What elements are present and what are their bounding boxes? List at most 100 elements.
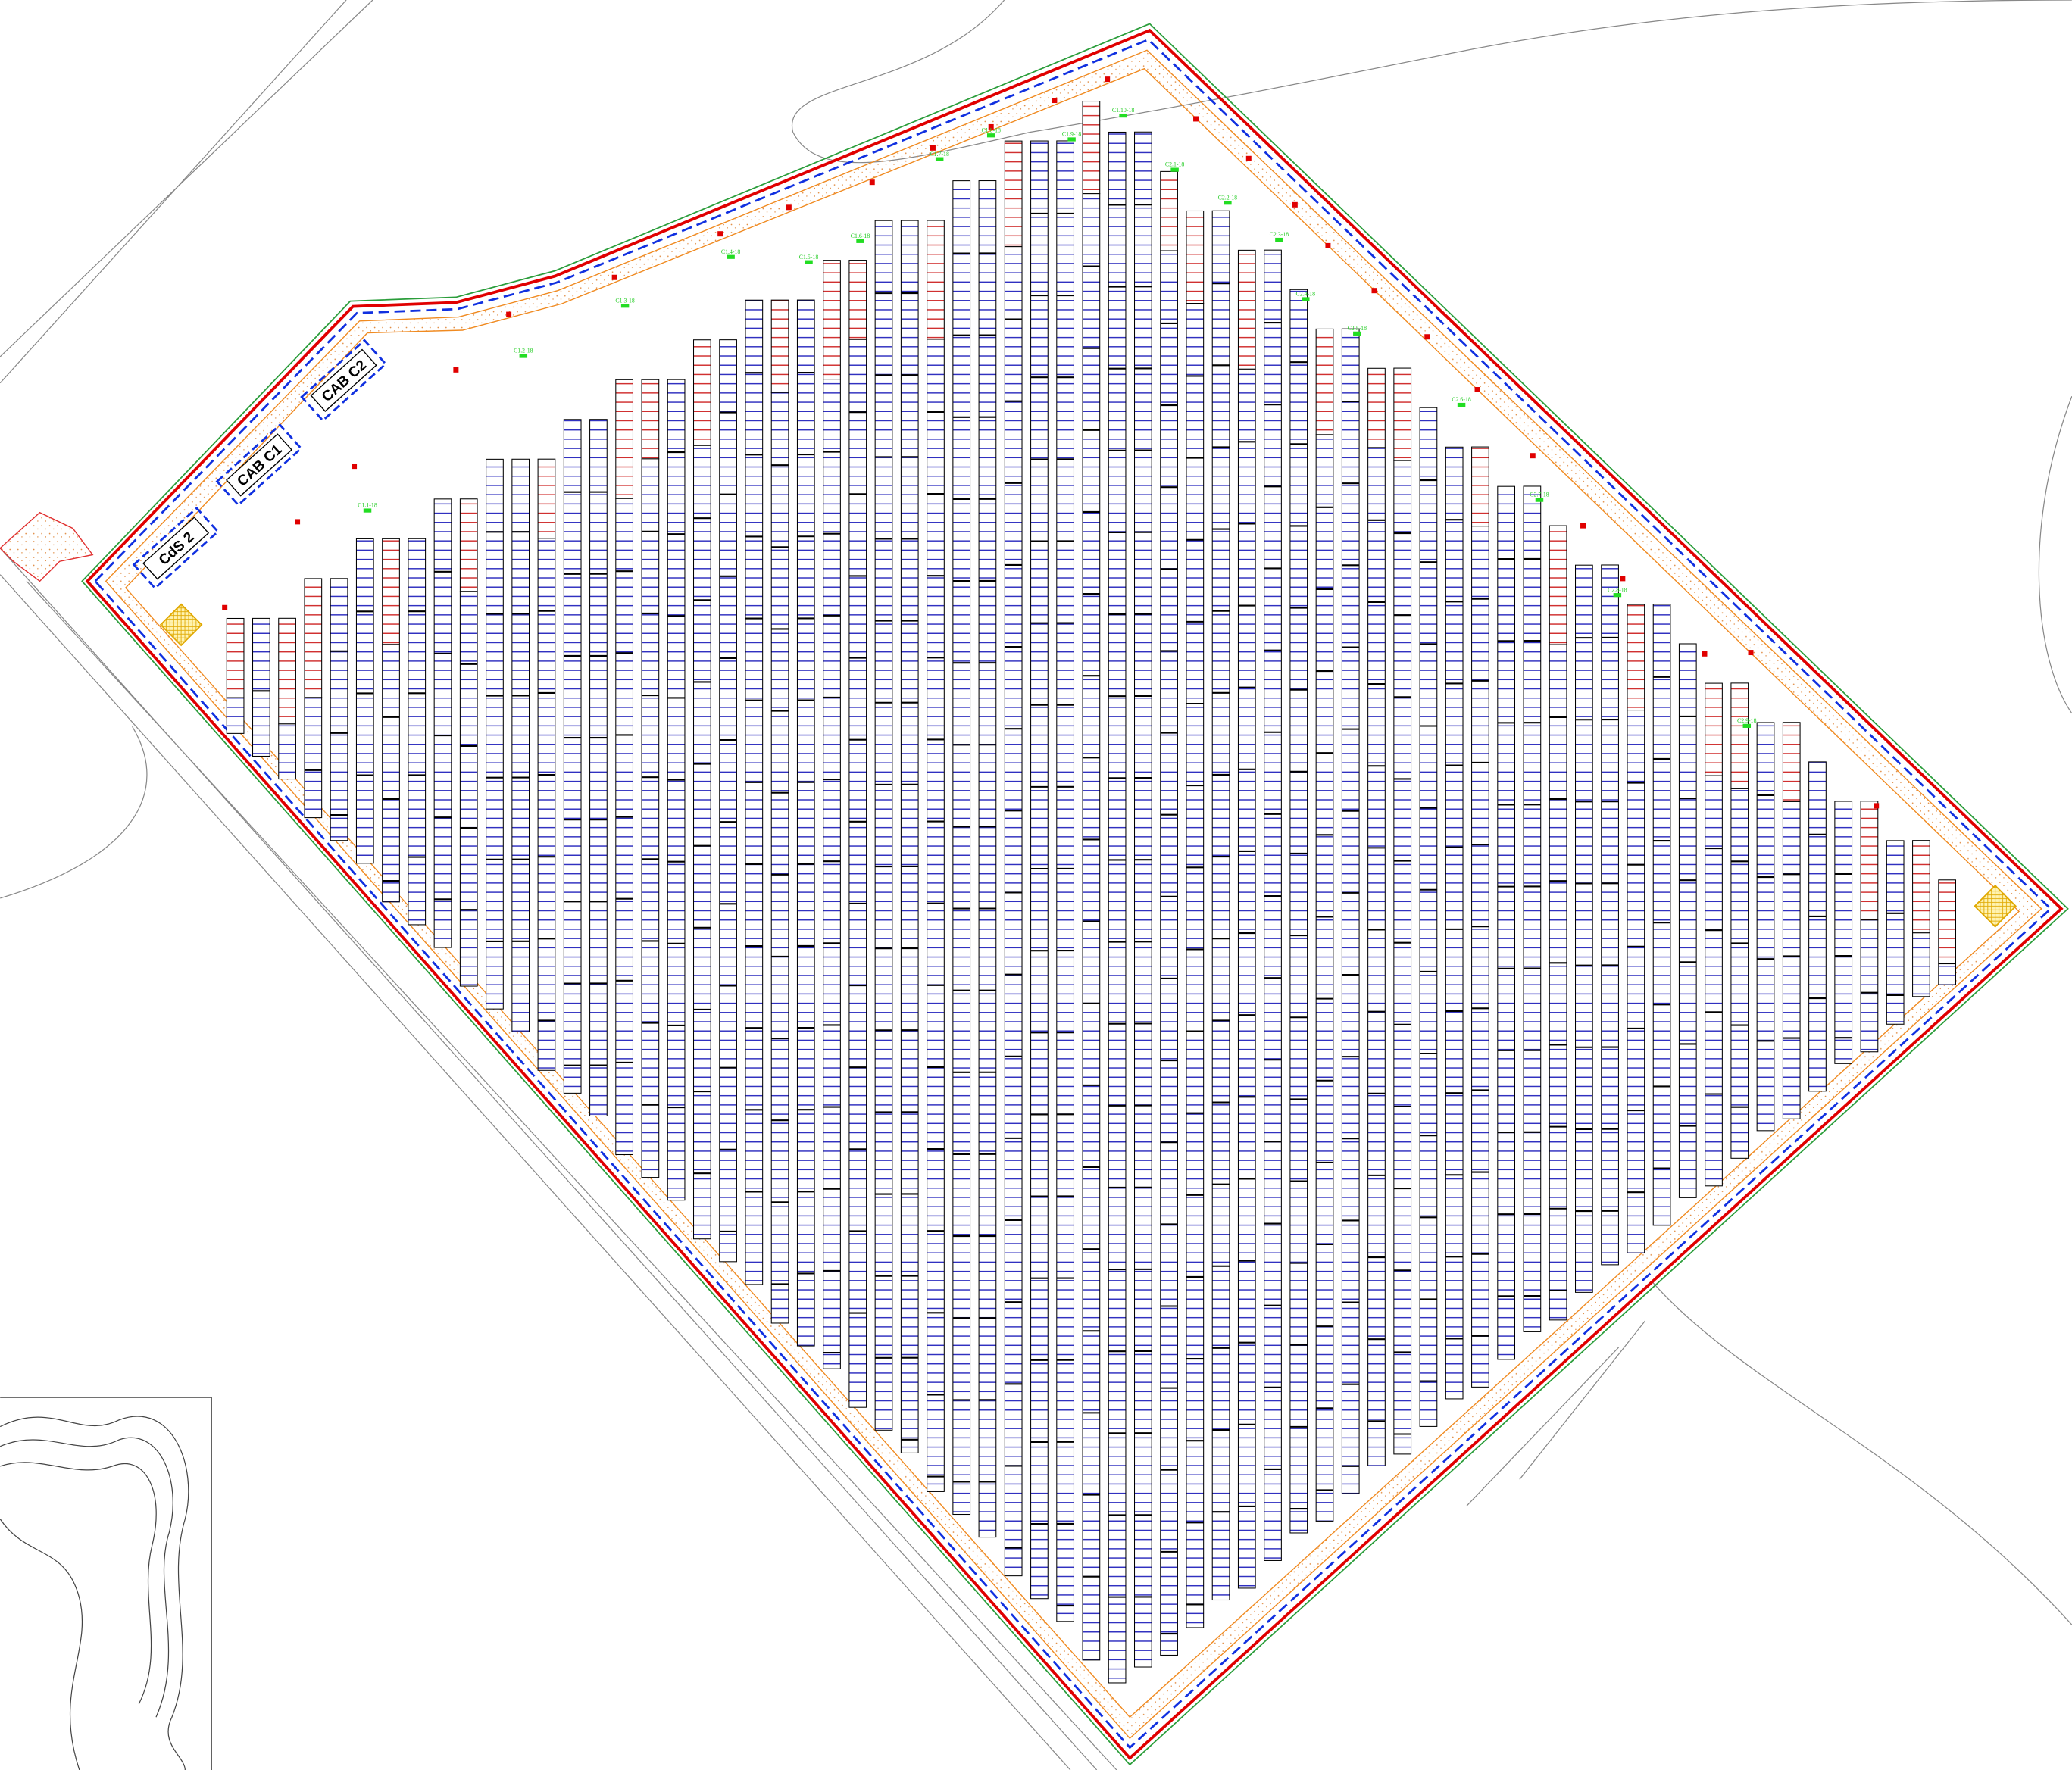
pv-row-red	[278, 617, 296, 725]
pv-row	[408, 538, 427, 926]
junction-box	[620, 304, 630, 308]
pv-row	[900, 220, 919, 1453]
pv-row	[1030, 140, 1049, 1600]
pv-row	[1938, 963, 1957, 985]
pv-row-red	[1082, 101, 1101, 195]
access-road	[0, 511, 94, 582]
string-label: C1.8-18	[981, 126, 1001, 133]
marker	[1748, 650, 1754, 656]
junction-box	[1119, 113, 1127, 118]
building-inner	[225, 433, 293, 497]
pv-row-red	[1730, 682, 1749, 789]
marker	[786, 204, 792, 211]
pv-row	[1341, 328, 1360, 1494]
building-inner	[310, 348, 377, 412]
platform	[159, 603, 203, 647]
pv-row	[1056, 140, 1075, 1622]
string-label: C2.7-18	[1530, 492, 1549, 498]
marker	[506, 311, 512, 317]
pv-row	[1367, 447, 1386, 1466]
pv-rows	[222, 76, 1957, 1684]
marker	[1874, 803, 1880, 809]
marker	[1052, 98, 1058, 104]
pv-row	[1082, 193, 1101, 1661]
marker	[295, 519, 301, 525]
pv-row-red	[537, 458, 556, 539]
pv-row-red	[226, 617, 245, 698]
marker	[222, 604, 228, 610]
pv-row-red	[1186, 210, 1205, 304]
pv-row	[1393, 460, 1412, 1455]
pv-row-red	[823, 260, 841, 380]
pv-row-red	[1471, 446, 1489, 527]
junction-box	[1302, 297, 1310, 301]
junction-box	[1275, 237, 1283, 242]
pv-row	[1160, 250, 1178, 1656]
string-label: C2.3-18	[1270, 231, 1289, 238]
string-label: C1.3-18	[615, 297, 635, 304]
pv-row-red	[382, 538, 400, 645]
pv-row-red	[1004, 140, 1023, 248]
pv-row	[278, 723, 296, 780]
pv-row-red	[1315, 328, 1334, 435]
junction-box	[1067, 137, 1076, 142]
string-label: C2.2-18	[1218, 194, 1238, 201]
marker	[1105, 76, 1111, 83]
string-label: C1.1-18	[358, 502, 377, 509]
pv-row	[692, 445, 711, 1240]
pv-row	[745, 299, 764, 1285]
pv-row	[1782, 801, 1801, 1119]
pv-row	[433, 498, 452, 948]
pv-row	[1549, 644, 1567, 1321]
marker	[453, 367, 459, 373]
pv-row	[459, 591, 478, 987]
junction-box	[727, 254, 735, 259]
pv-row	[1834, 801, 1853, 1064]
junction-box	[1457, 402, 1466, 407]
junction-box	[1170, 167, 1179, 172]
pv-row	[1808, 761, 1827, 1092]
pv-row	[226, 697, 245, 734]
pv-row	[823, 379, 841, 1369]
junction-box	[363, 508, 372, 513]
pv-row-red	[1912, 840, 1930, 934]
string-label: C2.9-18	[1737, 717, 1757, 724]
pv-row-red	[1705, 682, 1723, 776]
pv-row	[1756, 722, 1775, 1132]
string-label: C1.4-18	[721, 248, 741, 255]
pv-row	[978, 180, 997, 1538]
pv-row	[667, 379, 686, 1201]
pv-row	[1264, 249, 1282, 1561]
pv-row	[1912, 932, 1930, 997]
string-label: C1.2-18	[514, 348, 533, 354]
pv-row	[511, 458, 530, 1032]
pv-row	[1004, 246, 1023, 1577]
pv-row-red	[692, 339, 711, 446]
marker	[988, 123, 994, 130]
marker	[1580, 523, 1586, 529]
pv-row	[1186, 303, 1205, 1628]
marker	[1702, 651, 1708, 657]
pv-row	[1705, 775, 1723, 1187]
marker	[1371, 288, 1377, 294]
marker	[1245, 155, 1252, 161]
pv-row-red	[1549, 525, 1567, 645]
building-inner	[142, 517, 210, 580]
junction-box	[805, 260, 813, 264]
pv-row	[1730, 788, 1749, 1159]
pv-row	[1289, 289, 1308, 1534]
string-label: C2.4-18	[1296, 291, 1316, 298]
string-label: C2.1-18	[1165, 161, 1185, 168]
pv-row	[615, 498, 634, 1156]
marker	[1193, 116, 1199, 122]
junction-box	[935, 157, 944, 161]
string-label: C2.5-18	[1348, 325, 1367, 332]
pv-row-red	[1237, 249, 1256, 370]
string-label: C2.6-18	[1452, 396, 1471, 403]
pv-row	[719, 339, 737, 1263]
junction-box	[519, 354, 528, 358]
inset-map	[0, 1397, 212, 1770]
